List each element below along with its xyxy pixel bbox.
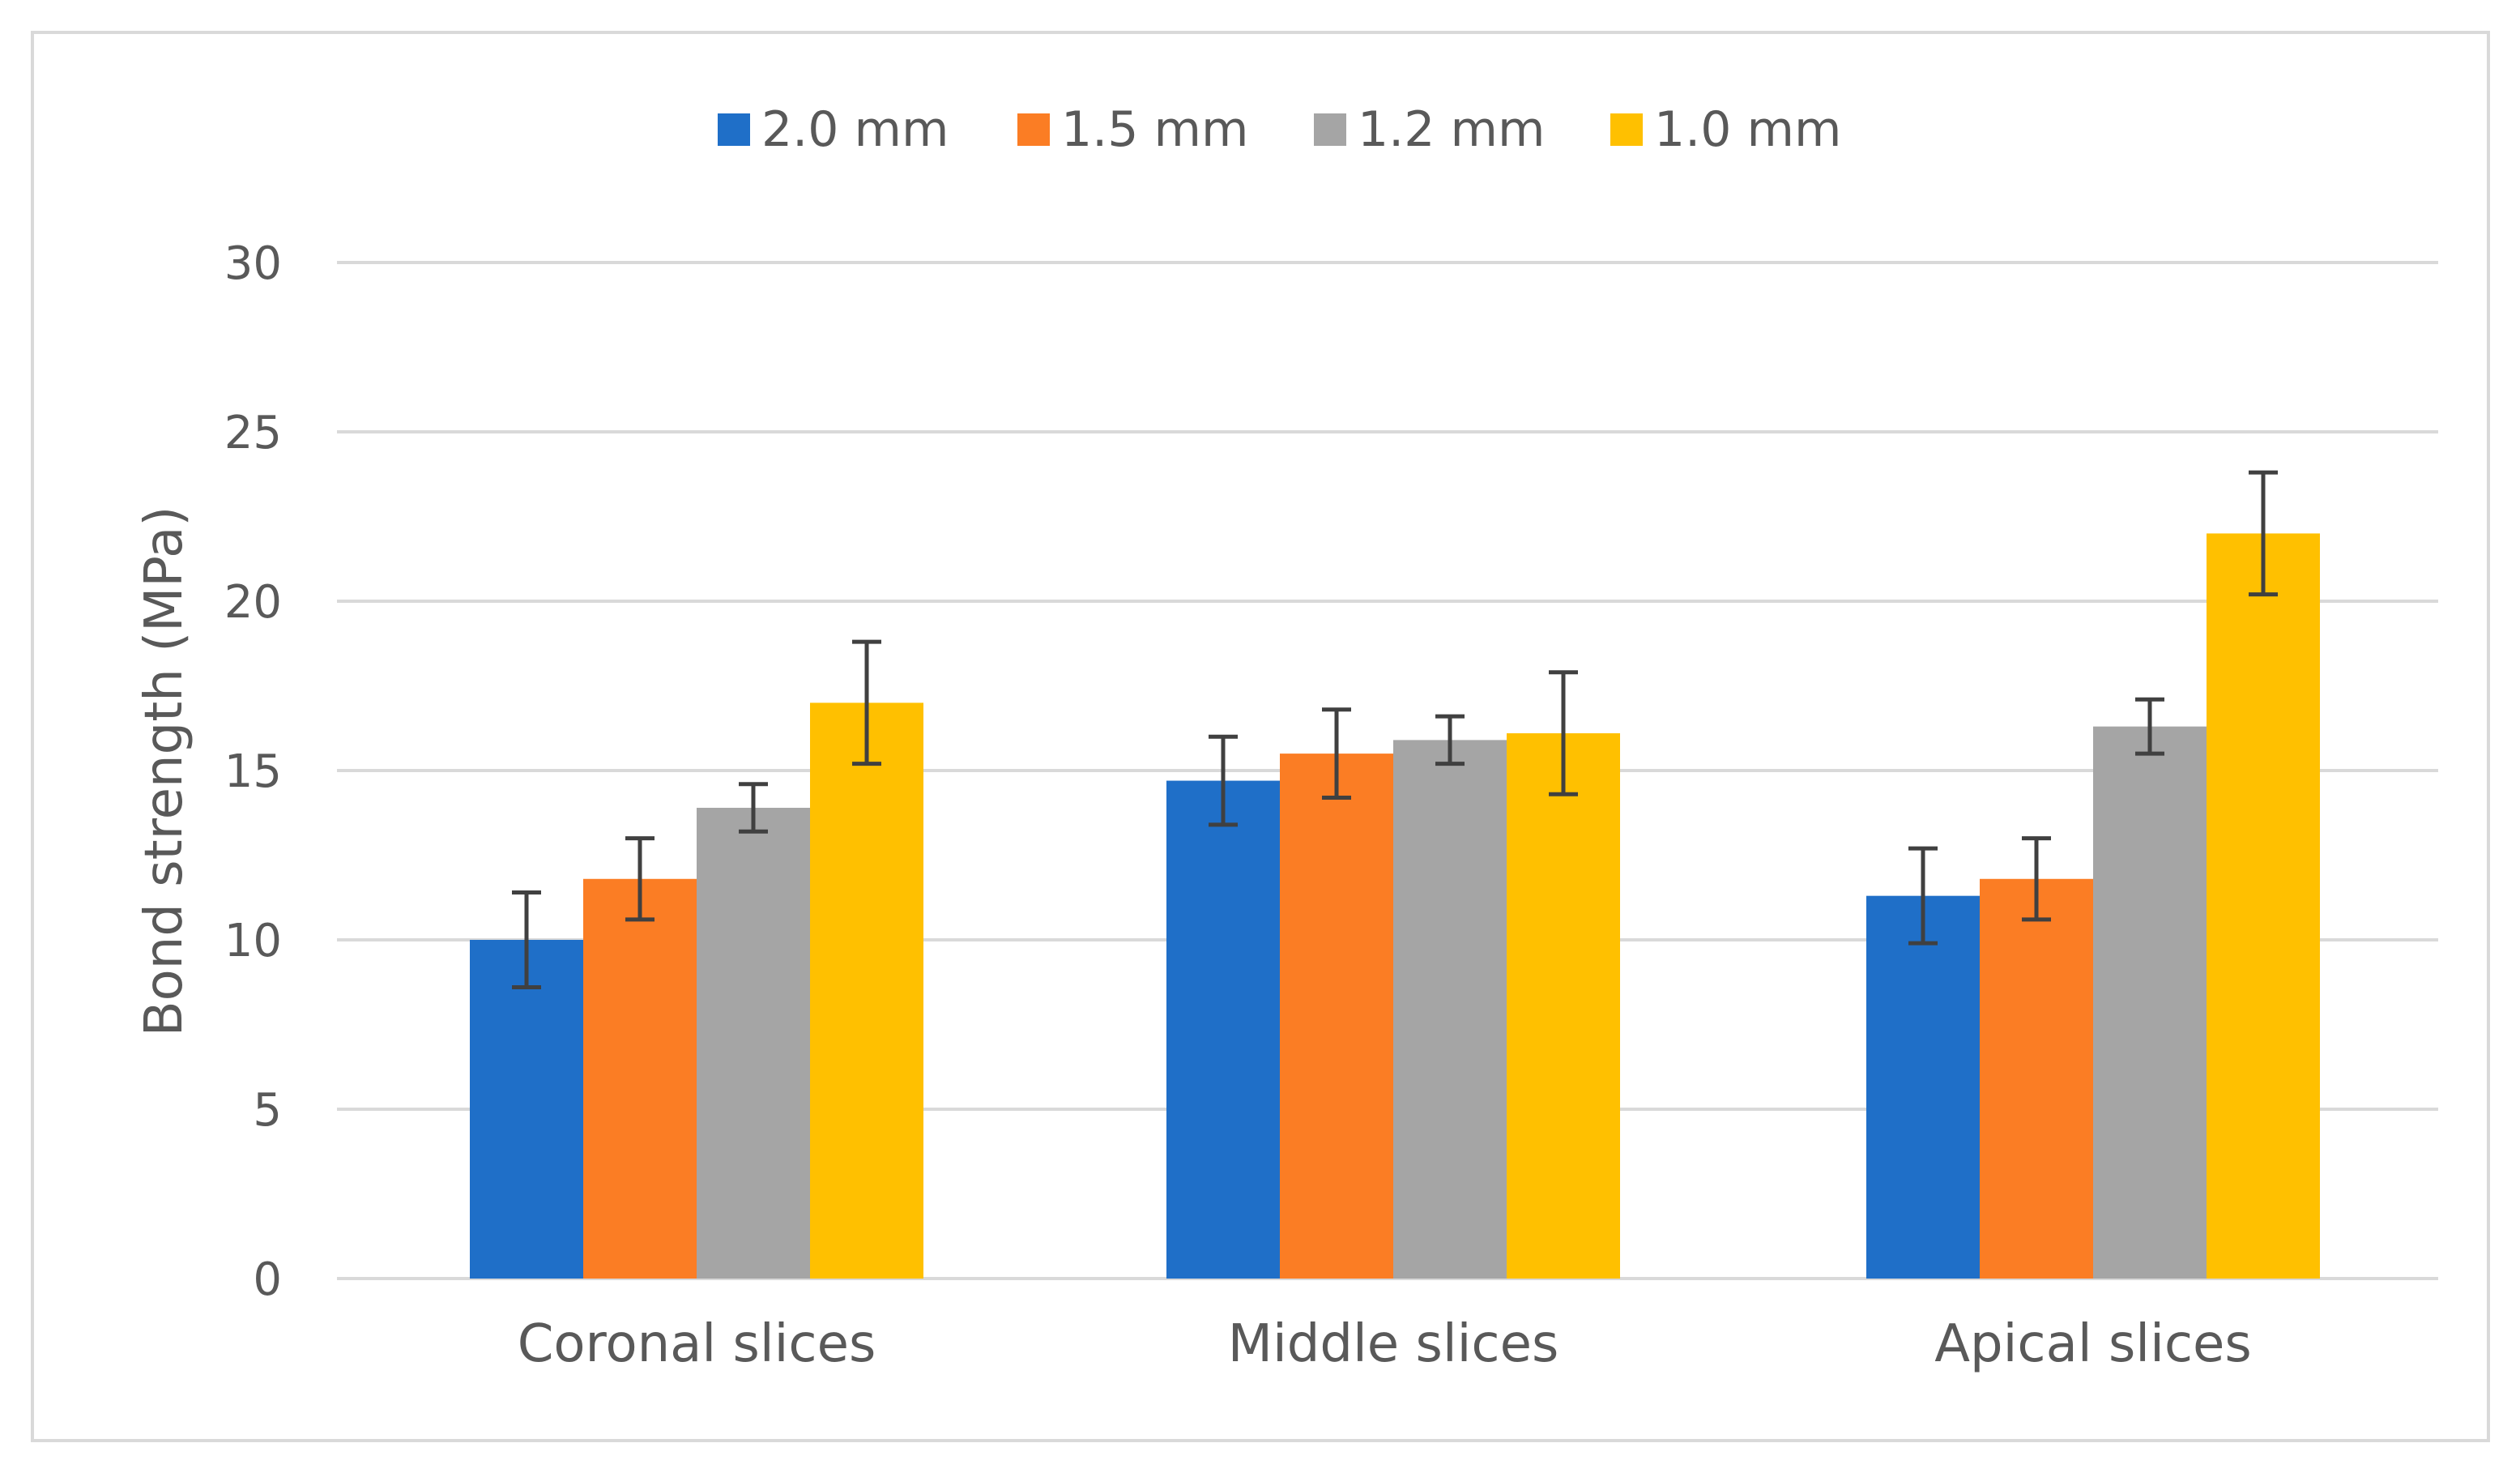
x-category-label: Middle slices bbox=[1228, 1314, 1559, 1374]
legend: 2.0 mm 1.5 mm 1.2 mm 1.0 mm bbox=[718, 101, 1841, 158]
x-category-label: Apical slices bbox=[1934, 1314, 2252, 1374]
bar bbox=[810, 702, 923, 1279]
bar bbox=[697, 807, 810, 1279]
bar bbox=[1980, 878, 2093, 1279]
bar bbox=[1280, 754, 1393, 1279]
bar bbox=[583, 878, 697, 1279]
legend-label: 1.2 mm bbox=[1358, 101, 1545, 158]
bar bbox=[1166, 780, 1280, 1279]
y-axis-title: Bond strength (MPa) bbox=[134, 506, 194, 1037]
legend-swatch bbox=[1610, 113, 1643, 146]
bar bbox=[2207, 533, 2320, 1279]
bar bbox=[1866, 895, 1980, 1279]
bar bbox=[470, 940, 583, 1279]
y-axis-ticks: 0 5 10 15 20 25 30 bbox=[224, 237, 282, 1306]
legend-label: 1.5 mm bbox=[1061, 101, 1248, 158]
y-tick-label: 10 bbox=[224, 915, 282, 967]
legend-swatch bbox=[1314, 113, 1346, 146]
bar bbox=[2093, 726, 2207, 1279]
legend-swatch bbox=[718, 113, 750, 146]
x-category-label: Coronal slices bbox=[518, 1314, 876, 1374]
y-tick-label: 25 bbox=[224, 407, 282, 459]
y-tick-label: 20 bbox=[224, 576, 282, 629]
y-tick-label: 0 bbox=[253, 1253, 282, 1306]
y-tick-label: 30 bbox=[224, 237, 282, 290]
x-axis-categories: Coronal slices Middle slices Apical slices bbox=[518, 1314, 2252, 1374]
bar bbox=[1393, 740, 1507, 1279]
bars bbox=[470, 533, 2320, 1279]
legend-swatch bbox=[1017, 113, 1050, 146]
y-tick-label: 15 bbox=[224, 745, 282, 798]
error-bars bbox=[512, 470, 2278, 990]
y-tick-label: 5 bbox=[253, 1084, 282, 1137]
bar bbox=[1507, 733, 1620, 1279]
legend-label: 2.0 mm bbox=[761, 101, 949, 158]
legend-label: 1.0 mm bbox=[1654, 101, 1841, 158]
